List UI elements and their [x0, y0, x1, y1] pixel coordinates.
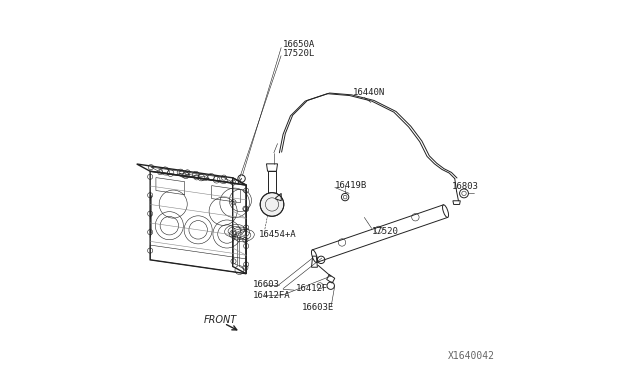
Text: 16650A: 16650A [283, 41, 316, 49]
Text: 16412F: 16412F [296, 284, 328, 293]
Text: 16454+A: 16454+A [259, 230, 297, 239]
Text: 16419B: 16419B [335, 182, 367, 190]
Text: 17520: 17520 [372, 227, 399, 235]
Text: X1640042: X1640042 [449, 352, 495, 361]
Text: 16803: 16803 [452, 182, 479, 191]
Text: 17520L: 17520L [283, 49, 316, 58]
Text: FRONT: FRONT [204, 315, 237, 326]
Text: 16440N: 16440N [353, 89, 385, 97]
Text: 16412FA: 16412FA [253, 291, 291, 300]
Text: 16603: 16603 [253, 280, 280, 289]
Circle shape [260, 193, 284, 216]
Text: 16603E: 16603E [302, 302, 335, 312]
